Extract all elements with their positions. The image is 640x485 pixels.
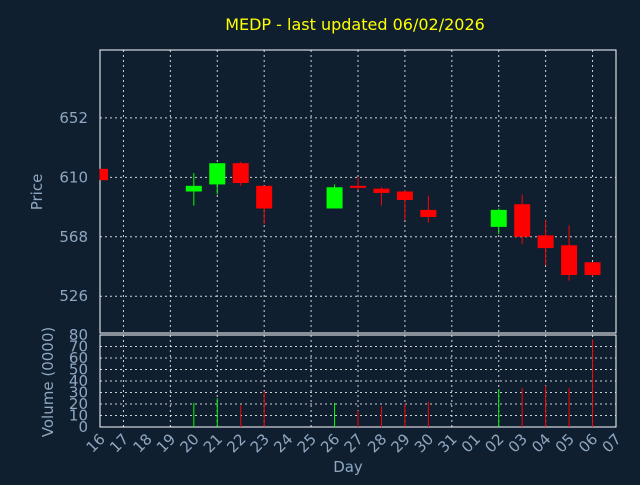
candle-body (209, 163, 226, 185)
x-tick-label: 29 (388, 430, 414, 456)
candle-body (514, 204, 531, 237)
x-tick-label: 24 (270, 430, 296, 456)
candle-body (326, 187, 343, 209)
x-tick-label: 23 (247, 430, 273, 456)
price-tick-label: 568 (59, 228, 88, 246)
x-tick-label: 28 (364, 430, 390, 456)
volume-tick-label: 20 (69, 395, 88, 413)
candle-body (232, 163, 249, 184)
price-tick-label: 652 (59, 109, 88, 127)
x-tick-label: 07 (599, 430, 625, 456)
volume-tick-label: 40 (69, 372, 88, 390)
candle-body (185, 185, 202, 192)
volume-axis-label: Volume (0000) (39, 327, 57, 437)
candle-body (420, 209, 437, 217)
candle-body (350, 185, 366, 188)
price-axis-label: Price (28, 174, 46, 211)
x-tick-label: 19 (153, 430, 179, 456)
x-tick-label: 01 (458, 430, 484, 456)
x-tick-labels: 1617181920212223242526272829303101020304… (83, 430, 625, 456)
x-axis-label: Day (333, 458, 363, 476)
x-tick-label: 21 (200, 430, 226, 456)
x-tick-label: 31 (434, 430, 460, 456)
candle-body (100, 168, 108, 181)
volume-tick-label: 10 (69, 407, 88, 425)
volume-tick-label: 60 (69, 349, 88, 367)
x-tick-label: 20 (176, 430, 202, 456)
price-frame (99, 49, 617, 334)
x-tick-label: 04 (528, 430, 554, 456)
x-tick-label: 25 (294, 430, 320, 456)
volume-tick-label: 50 (69, 361, 88, 379)
volume-tick-label: 30 (69, 384, 88, 402)
x-tick-label: 26 (317, 430, 343, 456)
price-tick-label: 610 (59, 168, 88, 186)
price-panel: 526 568 610 652 (59, 49, 617, 334)
chart-title: MEDP - last updated 06/02/2026 (225, 15, 485, 34)
x-tick-label: 22 (223, 430, 249, 456)
candle-body (561, 245, 578, 275)
candle-body (537, 235, 554, 249)
x-tick-label: 06 (575, 430, 601, 456)
candle-body (256, 185, 273, 209)
x-tick-label: 27 (341, 430, 367, 456)
price-tick-label: 526 (59, 287, 88, 305)
x-tick-label: 30 (411, 430, 437, 456)
x-tick-label: 03 (505, 430, 531, 456)
candle-body (396, 191, 413, 200)
volume-tick-label: 70 (69, 338, 88, 356)
volume-tick-label: 0 (78, 418, 88, 436)
x-tick-label: 17 (106, 430, 132, 456)
candle-body (584, 262, 601, 275)
x-tick-label: 02 (481, 430, 507, 456)
candle-body (373, 188, 390, 193)
candle-body (490, 209, 507, 227)
x-tick-label: 05 (552, 430, 578, 456)
x-tick-label: 18 (130, 430, 156, 456)
volume-tick-label: 80 (69, 326, 88, 344)
